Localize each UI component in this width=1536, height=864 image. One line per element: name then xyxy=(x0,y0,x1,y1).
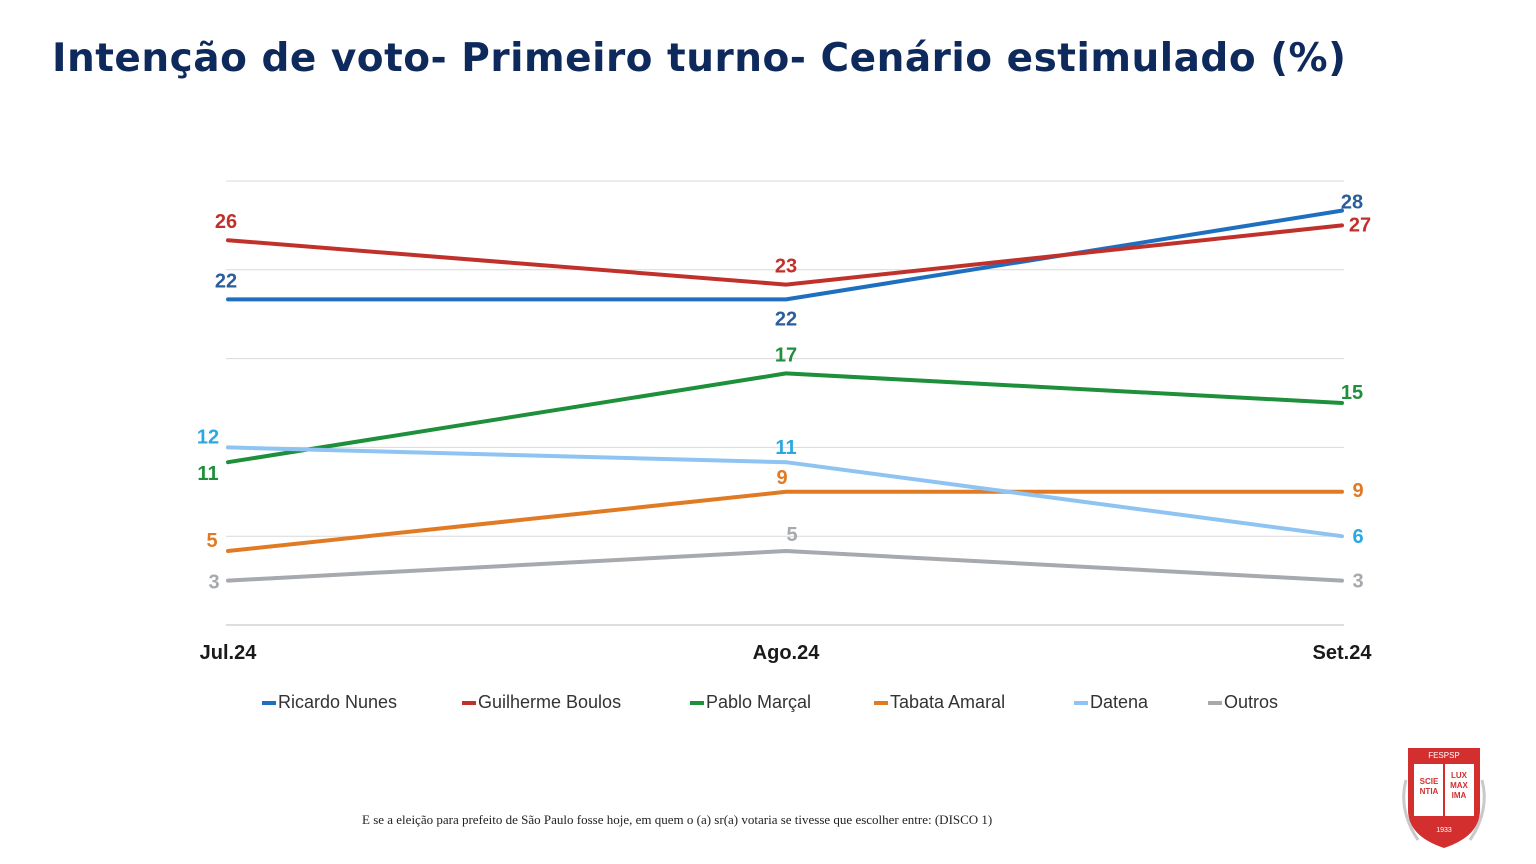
legend-swatch xyxy=(1208,700,1222,705)
legend-item: Pablo Marçal xyxy=(690,692,874,713)
data-label: 9 xyxy=(1352,480,1363,502)
logo-left-text-2: NTIA xyxy=(1420,787,1439,796)
data-label: 23 xyxy=(775,256,797,278)
series-line-tabata-amaral xyxy=(226,489,1344,553)
data-label: 15 xyxy=(1341,382,1363,404)
x-tick-label: Ago.24 xyxy=(753,642,821,664)
logo-year: 1933 xyxy=(1436,827,1452,834)
data-label: 17 xyxy=(775,344,797,366)
legend-swatch xyxy=(1074,700,1088,705)
data-label: 22 xyxy=(215,270,237,292)
data-label: 26 xyxy=(215,211,237,233)
x-tick-label: Set.24 xyxy=(1313,642,1373,664)
x-tick-label: Jul.24 xyxy=(200,642,258,664)
legend-label: Datena xyxy=(1090,692,1149,712)
legend-item: Outros xyxy=(1208,692,1308,713)
logo-right-text-1: LUX xyxy=(1451,771,1468,780)
series-lines xyxy=(226,208,1344,583)
legend-swatch xyxy=(690,700,704,705)
data-label: 9 xyxy=(776,467,787,489)
logo-laurel-left xyxy=(1402,779,1420,841)
series-line-ricardo-nunes xyxy=(226,208,1344,302)
data-label: 28 xyxy=(1341,192,1363,214)
data-label: 3 xyxy=(208,572,219,594)
data-label: 5 xyxy=(786,524,797,546)
legend-item: Tabata Amaral xyxy=(874,692,1074,713)
legend-swatch xyxy=(262,700,276,705)
legend: Ricardo Nunes Guilherme Boulos Pablo Marça… xyxy=(262,692,1308,713)
fespsp-logo: FESPSP SCIE NTIA LUX MAX IMA 1933 xyxy=(1402,748,1486,848)
legend-label: Ricardo Nunes xyxy=(278,692,398,712)
legend-item: Guilherme Boulos xyxy=(462,692,690,713)
legend-item: Datena xyxy=(1074,692,1208,713)
x-axis-tick-labels: Jul.24 Ago.24 Set.24 xyxy=(200,642,1373,664)
data-label: 22 xyxy=(775,308,797,330)
data-labels: 22 22 28 26 23 27 11 17 15 5 9 9 12 11 6 3 5 3 xyxy=(197,192,1371,594)
legend-label: Guilherme Boulos xyxy=(478,692,622,712)
legend-label: Tabata Amaral xyxy=(890,692,1006,712)
data-label: 6 xyxy=(1352,526,1363,548)
series-line-guilherme-boulos xyxy=(226,223,1344,287)
legend-label: Outros xyxy=(1224,692,1279,712)
question-footnote: E se a eleição para prefeito de São Paul… xyxy=(362,812,993,827)
data-label: 5 xyxy=(206,530,217,552)
series-line-pablo-marçal xyxy=(226,371,1344,465)
logo-left-text-1: SCIE xyxy=(1420,777,1439,786)
legend-label: Pablo Marçal xyxy=(706,692,812,712)
data-label: 12 xyxy=(197,426,219,448)
data-label: 27 xyxy=(1349,214,1371,236)
legend-item: Ricardo Nunes xyxy=(262,692,462,713)
data-label: 11 xyxy=(197,463,218,485)
series-line-datena xyxy=(226,445,1344,539)
series-line-outros xyxy=(226,549,1344,583)
logo-right-text-3: IMA xyxy=(1452,791,1467,800)
logo-laurel-right xyxy=(1468,779,1486,841)
data-label: 11 xyxy=(775,437,796,459)
logo-top-text: FESPSP xyxy=(1428,751,1460,760)
line-chart: 22 22 28 26 23 27 11 17 15 5 9 9 12 11 6 3 5 3 Jul.24 Ago.… xyxy=(197,180,1373,664)
legend-swatch xyxy=(462,700,476,705)
chart-title: Intenção de voto- Primeiro turno- Cenári… xyxy=(52,36,1347,81)
legend-swatch xyxy=(874,700,888,705)
logo-right-text-2: MAX xyxy=(1450,781,1468,790)
gridlines xyxy=(226,180,1344,626)
data-label: 3 xyxy=(1352,571,1363,593)
